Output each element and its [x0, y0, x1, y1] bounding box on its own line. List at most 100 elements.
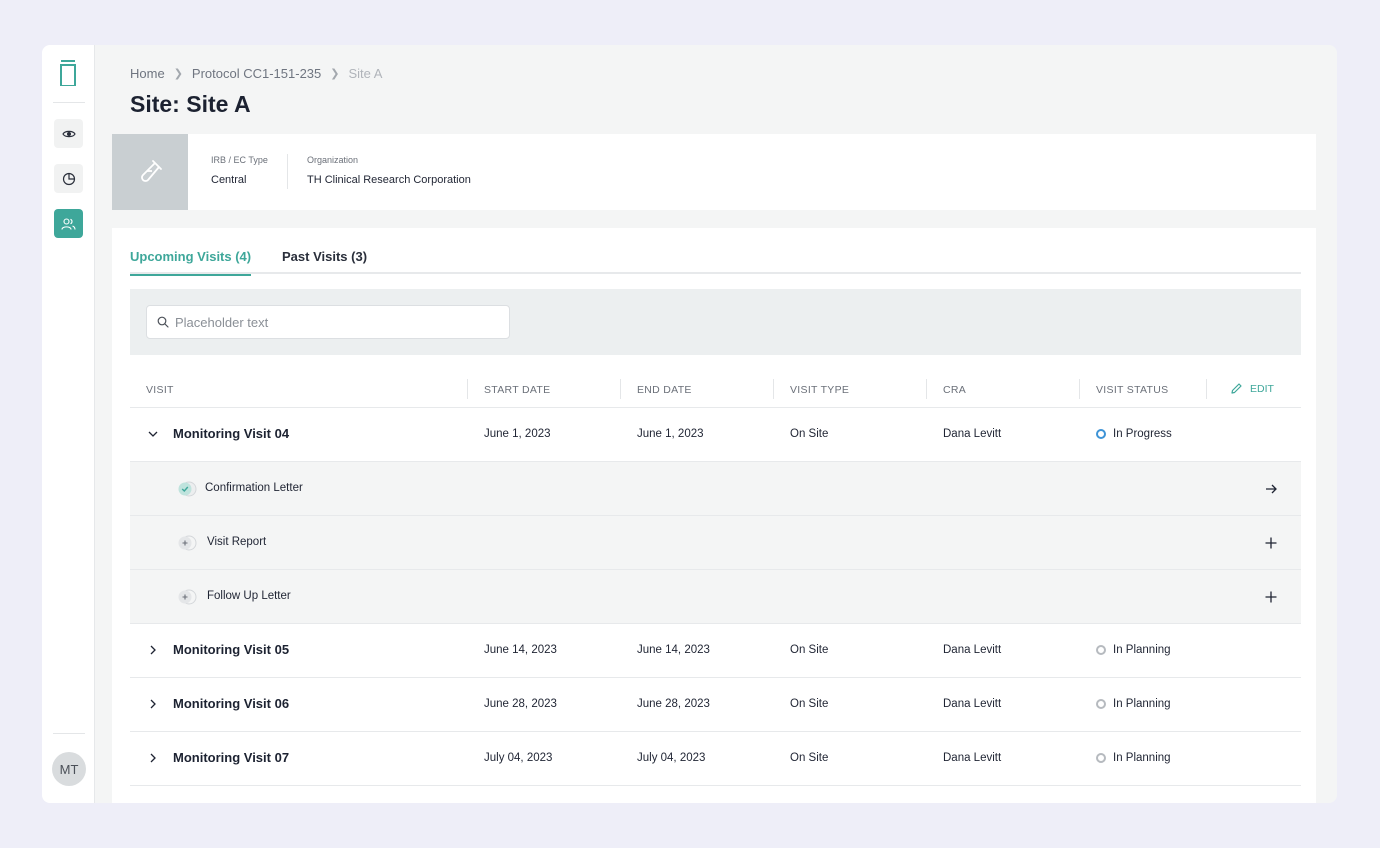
irb-type: IRB / EC Type Central — [211, 155, 268, 186]
visit-type: On Site — [790, 752, 829, 764]
site-info-card: IRB / EC Type Central Organization TH Cl… — [112, 134, 1316, 210]
status-in-planning-icon — [1096, 699, 1106, 709]
visits-table: VISIT START DATE END DATE VISIT TYPE CRA… — [130, 371, 1301, 786]
sidebar-divider — [53, 733, 85, 734]
plus-icon[interactable] — [1264, 590, 1278, 604]
status-in-planning-icon — [1096, 645, 1106, 655]
visit-type: On Site — [790, 644, 829, 656]
status-badge: In Planning — [1096, 698, 1171, 710]
chevron-right-icon[interactable] — [147, 752, 159, 764]
organization-value: TH Clinical Research Corporation — [307, 174, 471, 186]
cra-name: Dana Levitt — [943, 698, 1002, 710]
visit-type: On Site — [790, 698, 829, 710]
document-row[interactable]: Confirmation Letter — [130, 462, 1301, 516]
page-title: Site: Site A — [130, 91, 251, 117]
eye-icon — [61, 130, 76, 137]
chevron-right-icon[interactable] — [147, 698, 159, 710]
cra-name: Dana Levitt — [943, 428, 1002, 440]
table-row[interactable]: Monitoring Visit 07 July 04, 2023 July 0… — [130, 732, 1301, 786]
start-date: June 1, 2023 — [484, 428, 551, 440]
breadcrumb: Home ❯ Protocol CC1-151-235 ❯ Site A — [130, 66, 382, 81]
end-date: June 28, 2023 — [637, 698, 710, 710]
column-divider — [1079, 379, 1080, 399]
add-document-icon — [178, 589, 197, 605]
plus-icon[interactable] — [1264, 536, 1278, 550]
document-label: Visit Report — [207, 536, 267, 548]
breadcrumb-protocol[interactable]: Protocol CC1-151-235 — [191, 66, 322, 81]
sidebar: MT — [42, 45, 95, 803]
header-visit-status[interactable]: VISIT STATUS — [1096, 384, 1169, 396]
sidebar-item-users[interactable] — [54, 209, 83, 238]
document-label: Follow Up Letter — [207, 590, 291, 602]
organization: Organization TH Clinical Research Corpor… — [307, 155, 471, 186]
chevron-down-icon[interactable] — [147, 428, 159, 440]
start-date: July 04, 2023 — [484, 752, 553, 764]
search-box[interactable] — [146, 305, 510, 339]
tab-upcoming-visits[interactable]: Upcoming Visits (4) — [130, 249, 252, 276]
search-input[interactable] — [175, 314, 495, 330]
check-circle-icon — [178, 481, 197, 497]
app-logo-icon[interactable] — [60, 60, 76, 86]
status-badge: In Planning — [1096, 752, 1171, 764]
edit-button[interactable]: EDIT — [1230, 382, 1274, 395]
breadcrumb-site: Site A — [348, 66, 383, 81]
site-thumbnail — [112, 134, 188, 210]
status-in-progress-icon — [1096, 429, 1106, 439]
pencil-icon — [1231, 383, 1242, 394]
visits-panel: Upcoming Visits (4) Past Visits (3) VISI… — [112, 228, 1316, 803]
visit-name: Monitoring Visit 07 — [173, 750, 290, 765]
document-row[interactable]: Visit Report — [130, 516, 1301, 570]
start-date: June 28, 2023 — [484, 698, 557, 710]
arrow-right-icon[interactable] — [1264, 482, 1278, 496]
chevron-right-icon: ❯ — [173, 68, 183, 80]
main-content: Home ❯ Protocol CC1-151-235 ❯ Site A Sit… — [95, 45, 1337, 803]
sidebar-divider — [53, 102, 85, 103]
users-icon — [61, 217, 76, 230]
app-window: MT Home ❯ Protocol CC1-151-235 ❯ Site A … — [42, 45, 1337, 803]
cra-name: Dana Levitt — [943, 752, 1002, 764]
end-date: July 04, 2023 — [637, 752, 706, 764]
status-badge: In Planning — [1096, 644, 1171, 656]
document-label: Confirmation Letter — [205, 482, 303, 494]
avatar[interactable]: MT — [52, 752, 86, 786]
visit-type: On Site — [790, 428, 829, 440]
table-row[interactable]: Monitoring Visit 05 June 14, 2023 June 1… — [130, 624, 1301, 678]
header-end-date[interactable]: END DATE — [637, 384, 692, 396]
column-divider — [773, 379, 774, 399]
sidebar-item-analytics[interactable] — [54, 164, 83, 193]
header-visit[interactable]: VISIT — [146, 384, 174, 396]
pie-chart-icon — [62, 172, 75, 185]
status-badge: In Progress — [1096, 428, 1172, 440]
visit-name: Monitoring Visit 06 — [173, 696, 290, 711]
table-row[interactable]: Monitoring Visit 04 June 1, 2023 June 1,… — [130, 408, 1301, 462]
add-document-icon — [178, 535, 197, 551]
edit-label: EDIT — [1250, 382, 1274, 395]
organization-label: Organization — [307, 155, 359, 165]
info-divider — [287, 154, 288, 189]
status-label: In Planning — [1113, 644, 1171, 656]
header-visit-type[interactable]: VISIT TYPE — [790, 384, 850, 396]
visit-name: Monitoring Visit 05 — [173, 642, 290, 657]
irb-type-label: IRB / EC Type — [211, 155, 268, 165]
column-divider — [467, 379, 468, 399]
search-band — [130, 289, 1301, 355]
status-label: In Progress — [1113, 428, 1172, 440]
visit-name: Monitoring Visit 04 — [173, 426, 290, 441]
column-divider — [1206, 379, 1207, 399]
column-divider — [926, 379, 927, 399]
sidebar-item-view[interactable] — [54, 119, 83, 148]
cra-name: Dana Levitt — [943, 644, 1002, 656]
status-label: In Planning — [1113, 752, 1171, 764]
end-date: June 14, 2023 — [637, 644, 710, 656]
end-date: June 1, 2023 — [637, 428, 704, 440]
document-row[interactable]: Follow Up Letter — [130, 570, 1301, 624]
header-cra[interactable]: CRA — [943, 384, 967, 396]
breadcrumb-home[interactable]: Home — [130, 66, 165, 81]
header-start-date[interactable]: START DATE — [484, 384, 551, 396]
table-row[interactable]: Monitoring Visit 06 June 28, 2023 June 2… — [130, 678, 1301, 732]
chevron-right-icon[interactable] — [147, 644, 159, 656]
column-divider — [620, 379, 621, 399]
tab-past-visits[interactable]: Past Visits (3) — [282, 249, 368, 264]
status-in-planning-icon — [1096, 753, 1106, 763]
status-label: In Planning — [1113, 698, 1171, 710]
